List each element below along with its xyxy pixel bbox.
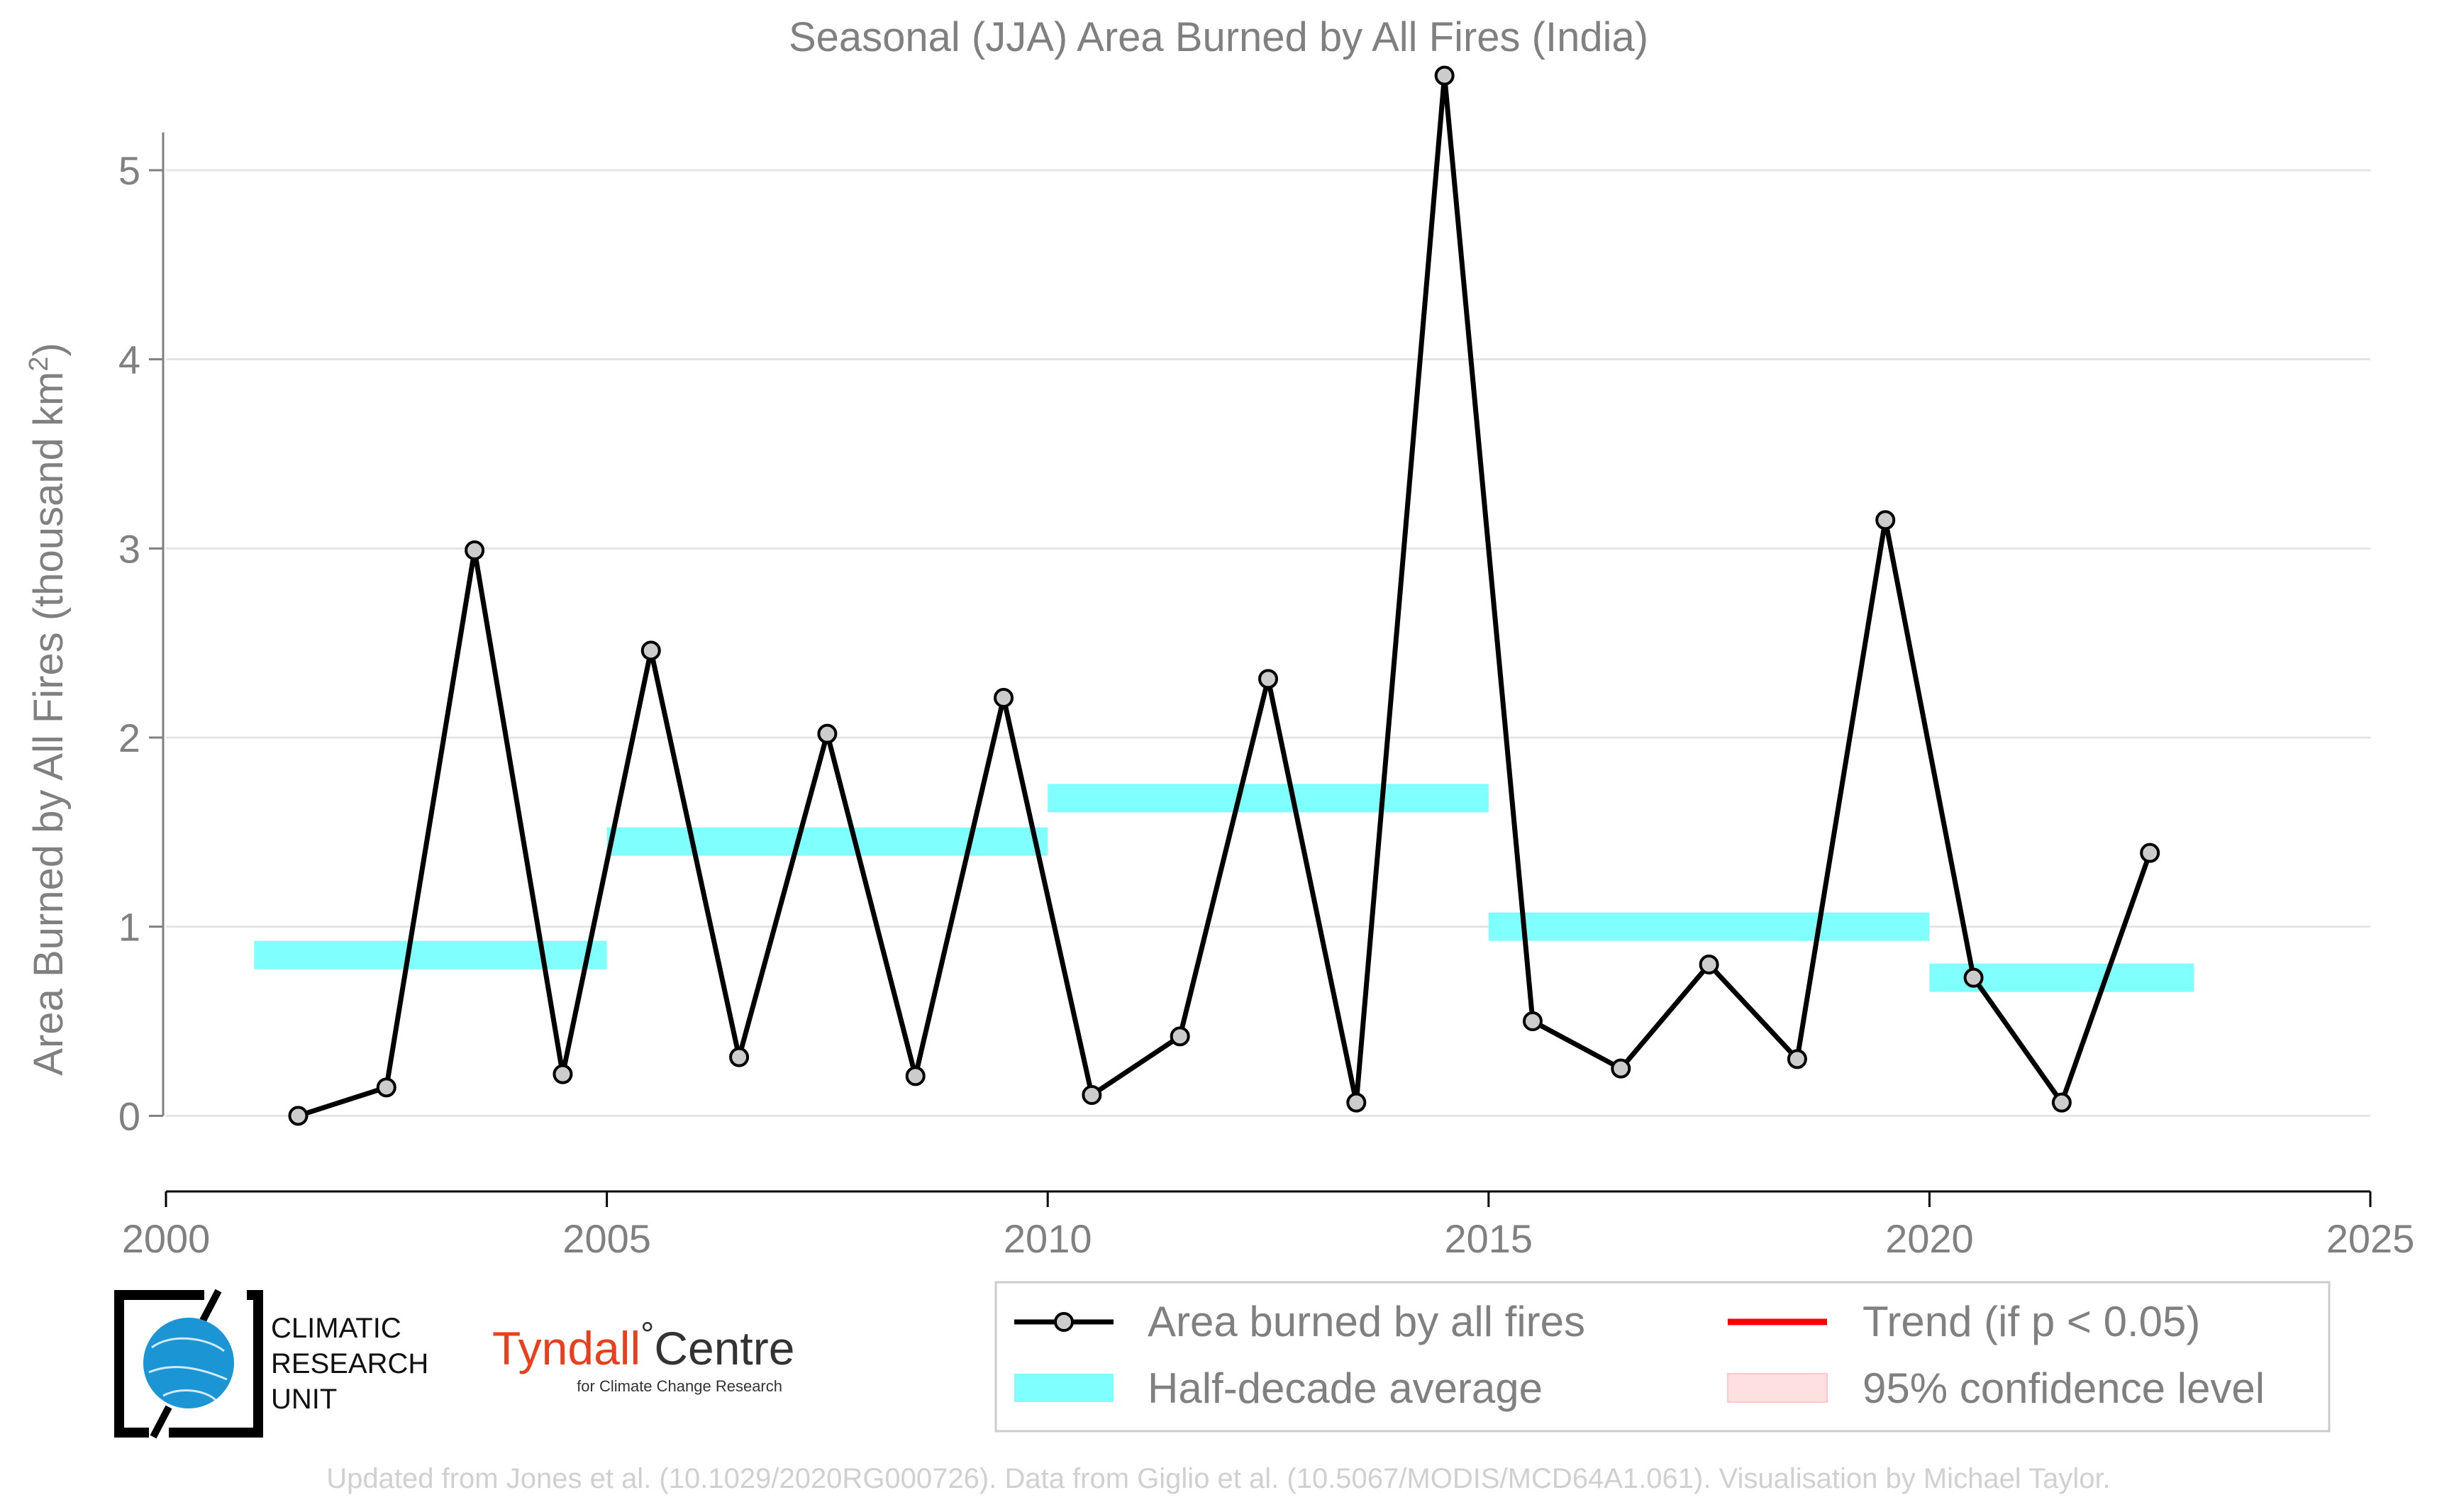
y-axis-label-superscript: 2 [24,357,54,372]
footer-credit: Updated from Jones et al. (10.1029/2020R… [326,1463,2110,1494]
y-axis-label-main: Area Burned by All Fires (thousand km [26,372,72,1076]
data-point-10 [1170,1026,1190,1047]
half-decade-bar-1 [606,827,1048,856]
data-point-3 [553,1064,573,1084]
x-tick-label-0: 2000 [122,1216,211,1261]
data-point-8 [994,688,1014,708]
data-point-16 [1699,955,1719,974]
data-point-15 [1611,1058,1631,1079]
tyndall-logo-centre: Centre [654,1322,794,1374]
data-point-7 [905,1066,926,1086]
legend-box [994,1281,2331,1433]
legend-marker-swatch [1054,1312,1074,1332]
data-point-11 [1258,669,1278,689]
chart-title: Seasonal (JJA) Area Burned by All Fires … [789,14,1648,60]
legend-label-average: Half-decade average [1148,1364,1543,1412]
tyndall-logo: Tyndall°Centre for Climate Change Resear… [492,1316,794,1396]
data-point-20 [2051,1092,2072,1113]
data-point-2 [465,540,485,560]
y-tick-label-5: 5 [118,148,140,193]
data-point-6 [817,723,838,744]
x-tick-label-5: 2025 [2326,1216,2415,1261]
y-tick-label-4: 4 [118,338,140,382]
series-line [297,73,2153,1118]
y-axis-label: Area Burned by All Fires (thousand km2) [24,343,72,1075]
y-tick-label-0: 0 [118,1094,140,1138]
series-line-layer [297,73,2153,1118]
x-tick-label-2: 2010 [1004,1216,1092,1261]
y-tick-label-3: 3 [118,526,140,571]
cru-logo-slash-top [199,1289,222,1323]
x-tick-label-4: 2020 [1885,1216,1974,1261]
y-tick-label-2: 2 [118,716,140,760]
tyndall-logo-text: Tyndall°Centre [492,1316,794,1375]
cru-globe-icon [143,1318,234,1408]
legend-label-trend: Trend (if p < 0.05) [1863,1298,2200,1345]
cru-logo-frame [114,1290,204,1438]
cru-logo-slash-bottom [150,1405,172,1439]
data-point-19 [1963,967,1984,988]
legend-average-swatch [1014,1374,1114,1402]
data-point-17 [1787,1049,1807,1069]
cru-globe-swirl [148,1337,228,1402]
legend-label-series: Area burned by all fires [1148,1298,1585,1345]
half-decade-bar-0 [254,940,607,969]
data-point-4 [640,640,661,661]
cru-logo-frame-right [169,1290,263,1438]
data-point-9 [1082,1085,1102,1105]
half-decade-bar-3 [1488,912,1930,941]
x-tick-label-1: 2005 [562,1216,651,1261]
data-point-18 [1875,510,1896,530]
cru-label-line-3: UNIT [271,1384,337,1415]
tick-labels: 0 1 2 3 4 5 2000 2005 2010 2015 2020 2025 [118,148,2414,1261]
data-point-5 [729,1047,750,1067]
series-markers [288,65,2160,1126]
legend-confidence-swatch [1727,1373,1828,1403]
tyndall-logo-subtitle: for Climate Change Research [577,1377,782,1395]
data-point-1 [376,1077,396,1098]
half-decade-bar-2 [1048,784,1489,813]
tyndall-logo-name: Tyndall [492,1322,640,1374]
data-point-0 [288,1106,309,1126]
cru-label-line-1: CLIMATIC [271,1313,401,1344]
x-tick-label-3: 2015 [1445,1216,1533,1261]
data-point-12 [1346,1092,1367,1113]
cru-label-line-2: RESEARCH [271,1348,428,1379]
legend-label-confidence: 95% confidence level [1863,1364,2265,1412]
data-point-21 [2140,843,2160,863]
y-axis-label-close: ) [26,343,72,356]
legend: Area burned by all fires Half-decade ave… [994,1281,2331,1433]
y-tick-label-1: 1 [118,905,140,950]
axes [149,132,2372,1207]
data-point-13 [1434,65,1455,86]
gridlines [166,169,2370,1117]
data-point-14 [1522,1011,1543,1031]
cru-logo: CLIMATIC RESEARCH UNIT [114,1289,428,1439]
tyndall-logo-degree: ° [640,1316,654,1354]
